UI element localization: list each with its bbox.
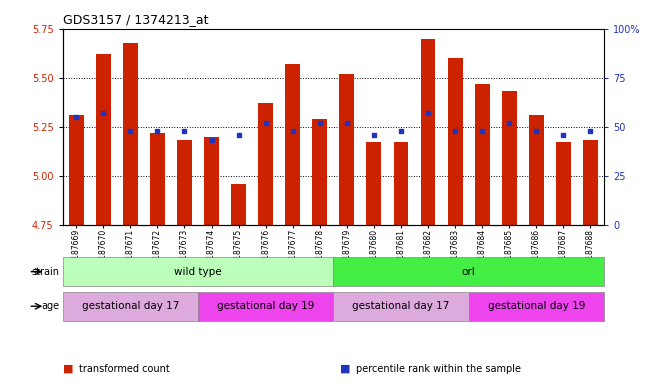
Bar: [556, 142, 571, 225]
Bar: [475, 84, 490, 225]
Bar: [420, 39, 436, 225]
Text: GDS3157 / 1374213_at: GDS3157 / 1374213_at: [63, 13, 208, 26]
Bar: [69, 115, 84, 225]
Bar: [285, 64, 300, 225]
Bar: [204, 137, 219, 225]
Bar: [150, 132, 165, 225]
Bar: [177, 141, 192, 225]
Text: percentile rank within the sample: percentile rank within the sample: [356, 364, 521, 374]
Bar: [231, 184, 246, 225]
Text: orl: orl: [462, 266, 475, 277]
Bar: [198, 292, 333, 321]
Bar: [469, 292, 604, 321]
Bar: [583, 141, 598, 225]
Text: age: age: [42, 301, 59, 311]
Bar: [333, 292, 469, 321]
Bar: [447, 58, 463, 225]
Bar: [123, 43, 138, 225]
Bar: [339, 74, 354, 225]
Text: gestational day 17: gestational day 17: [352, 301, 449, 311]
Bar: [96, 54, 111, 225]
Text: gestational day 19: gestational day 19: [217, 301, 314, 311]
Text: strain: strain: [32, 266, 59, 277]
Bar: [502, 91, 517, 225]
Text: ■: ■: [63, 364, 73, 374]
Bar: [366, 142, 381, 225]
Bar: [258, 103, 273, 225]
Bar: [529, 115, 544, 225]
Bar: [63, 257, 333, 286]
Text: gestational day 19: gestational day 19: [488, 301, 585, 311]
Text: wild type: wild type: [174, 266, 222, 277]
Bar: [333, 257, 604, 286]
Text: ■: ■: [340, 364, 350, 374]
Bar: [312, 119, 327, 225]
Bar: [393, 142, 409, 225]
Text: gestational day 17: gestational day 17: [82, 301, 179, 311]
Text: transformed count: transformed count: [79, 364, 170, 374]
Bar: [63, 292, 198, 321]
